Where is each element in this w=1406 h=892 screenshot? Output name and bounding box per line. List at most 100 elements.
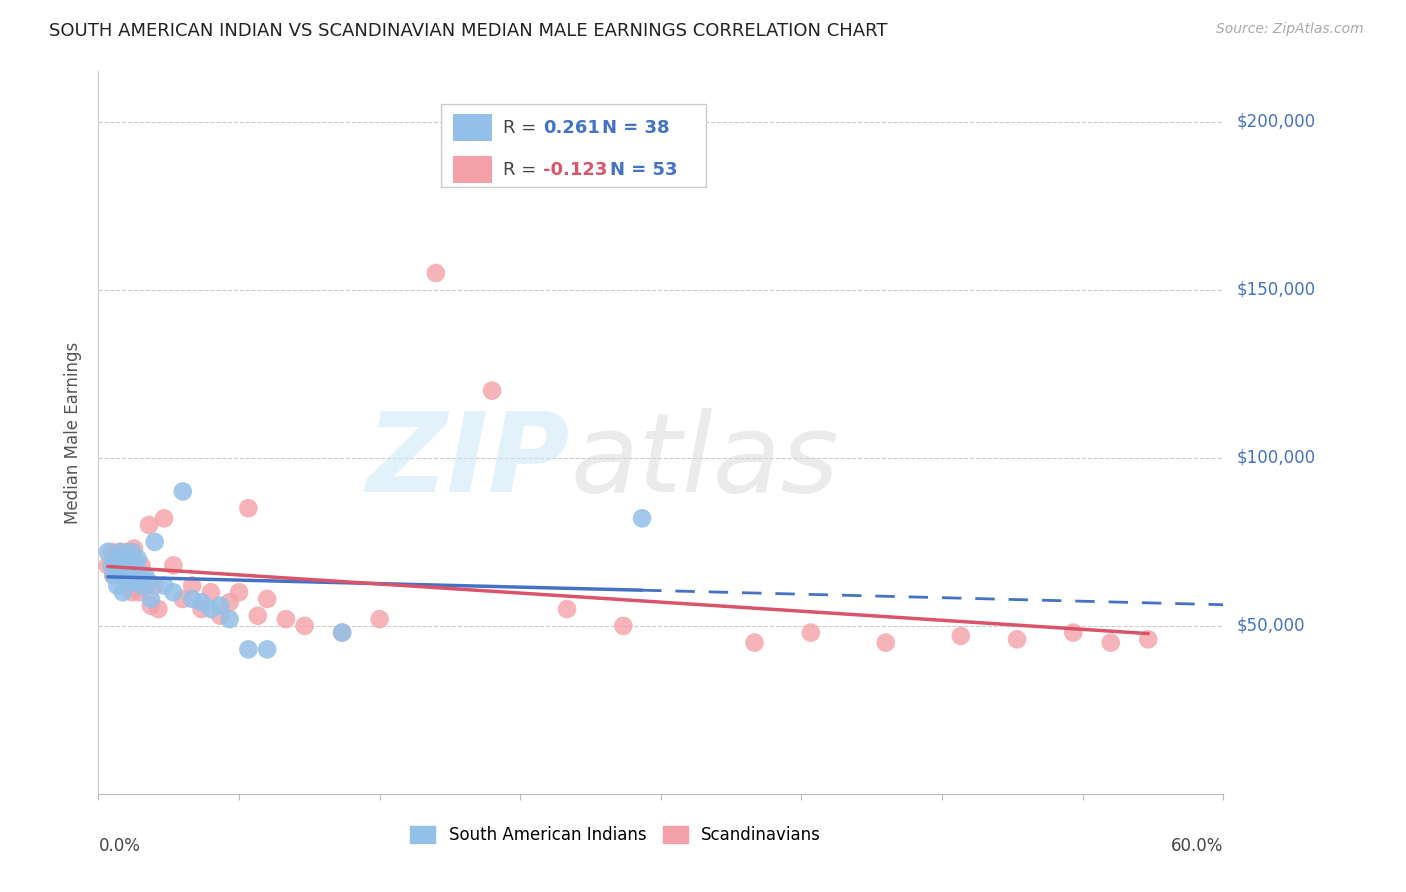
Text: $50,000: $50,000 xyxy=(1237,617,1306,635)
Point xyxy=(120,551,142,566)
Point xyxy=(104,562,127,576)
Point xyxy=(190,595,212,609)
FancyBboxPatch shape xyxy=(441,103,706,187)
Point xyxy=(103,568,125,582)
Point xyxy=(143,578,166,592)
Text: 60.0%: 60.0% xyxy=(1171,838,1223,855)
Point xyxy=(148,602,170,616)
Point xyxy=(131,578,153,592)
Point xyxy=(121,585,143,599)
Point xyxy=(238,642,260,657)
Point xyxy=(127,551,149,566)
Text: $100,000: $100,000 xyxy=(1237,449,1316,467)
Point xyxy=(100,558,122,573)
Point xyxy=(121,568,143,582)
Text: SOUTH AMERICAN INDIAN VS SCANDINAVIAN MEDIAN MALE EARNINGS CORRELATION CHART: SOUTH AMERICAN INDIAN VS SCANDINAVIAN ME… xyxy=(49,22,887,40)
Point xyxy=(294,619,316,633)
Point xyxy=(103,568,125,582)
Point xyxy=(181,578,204,592)
Text: N = 38: N = 38 xyxy=(602,119,669,136)
Point xyxy=(190,602,212,616)
Point xyxy=(121,568,143,582)
Point xyxy=(875,635,897,649)
Point xyxy=(631,511,654,525)
Point xyxy=(108,545,131,559)
Point xyxy=(138,518,160,533)
Y-axis label: Median Male Earnings: Median Male Earnings xyxy=(65,342,83,524)
Point xyxy=(228,585,250,599)
Point xyxy=(481,384,503,398)
Point xyxy=(172,591,194,606)
Point xyxy=(162,558,184,573)
Point xyxy=(200,585,222,599)
Point xyxy=(256,642,278,657)
Point xyxy=(153,511,176,525)
Point xyxy=(104,551,127,566)
Point xyxy=(110,545,132,559)
Point xyxy=(120,558,142,573)
Point xyxy=(105,551,128,566)
Point xyxy=(1137,632,1160,647)
Point xyxy=(114,558,136,573)
Point xyxy=(153,578,176,592)
Point xyxy=(238,501,260,516)
Point xyxy=(111,585,134,599)
Point xyxy=(256,591,278,606)
Point xyxy=(209,599,232,613)
Text: R =: R = xyxy=(503,119,543,136)
Point xyxy=(100,545,122,559)
Point xyxy=(117,572,139,586)
Point xyxy=(125,568,148,582)
Point xyxy=(1099,635,1122,649)
Point xyxy=(111,551,134,566)
Text: Source: ZipAtlas.com: Source: ZipAtlas.com xyxy=(1216,22,1364,37)
Point xyxy=(181,591,204,606)
Point xyxy=(115,545,138,559)
Text: ZIP: ZIP xyxy=(367,408,571,515)
Point xyxy=(134,578,156,592)
Point xyxy=(110,562,132,576)
Bar xyxy=(453,114,492,142)
Point xyxy=(209,608,232,623)
Point xyxy=(139,591,162,606)
Point xyxy=(612,619,634,633)
Point xyxy=(108,558,131,573)
Point xyxy=(97,545,120,559)
Text: R =: R = xyxy=(503,161,543,178)
Point xyxy=(1062,625,1084,640)
Point xyxy=(425,266,447,280)
Point xyxy=(246,608,269,623)
Point xyxy=(115,565,138,579)
Point xyxy=(127,565,149,579)
Point xyxy=(125,558,148,573)
Point xyxy=(111,568,134,582)
Point xyxy=(128,585,150,599)
Text: -0.123: -0.123 xyxy=(543,161,607,178)
Point xyxy=(114,568,136,582)
Point xyxy=(143,534,166,549)
Point xyxy=(274,612,297,626)
Point xyxy=(134,568,156,582)
Point xyxy=(218,612,240,626)
Point xyxy=(949,629,972,643)
Point xyxy=(115,551,138,566)
Legend: South American Indians, Scandinavians: South American Indians, Scandinavians xyxy=(404,819,828,851)
Point xyxy=(1005,632,1028,647)
Point xyxy=(105,578,128,592)
Point xyxy=(131,558,153,573)
Point xyxy=(200,602,222,616)
Bar xyxy=(453,156,492,184)
Point xyxy=(744,635,766,649)
Point xyxy=(555,602,578,616)
Point xyxy=(368,612,391,626)
Text: $200,000: $200,000 xyxy=(1237,112,1316,131)
Point xyxy=(172,484,194,499)
Point xyxy=(330,625,353,640)
Point xyxy=(128,568,150,582)
Point xyxy=(117,562,139,576)
Text: N = 53: N = 53 xyxy=(610,161,678,178)
Point xyxy=(121,545,143,559)
Point xyxy=(218,595,240,609)
Point xyxy=(138,575,160,590)
Point xyxy=(330,625,353,640)
